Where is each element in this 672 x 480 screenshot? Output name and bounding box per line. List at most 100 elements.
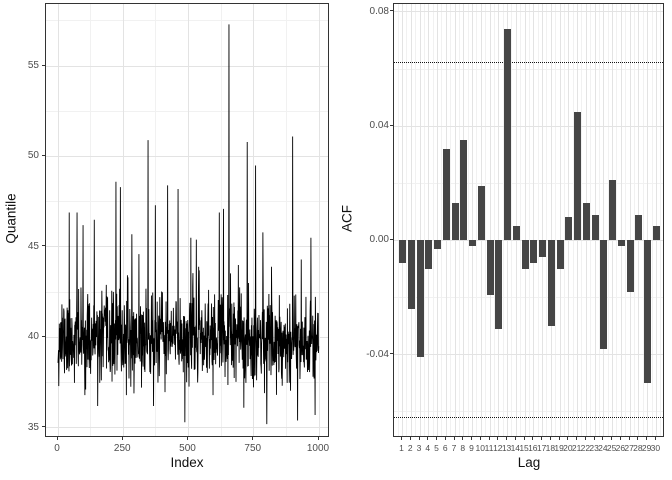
acf-bar <box>591 214 599 241</box>
acf-y-tick <box>390 238 393 240</box>
gridline-minor <box>546 4 548 436</box>
gridline-major <box>410 4 412 436</box>
gridline-major <box>253 4 255 436</box>
gridline-major <box>122 4 124 436</box>
gridline-minor <box>46 110 328 112</box>
gridline-major <box>498 4 500 436</box>
y-tick-label: 45 <box>27 240 39 252</box>
lag-tick <box>497 437 499 440</box>
lag-tick-label: 17 <box>536 443 547 453</box>
gridline-minor <box>285 4 287 436</box>
acf-bar <box>547 240 555 326</box>
gridline-minor <box>563 4 565 436</box>
acf-bar <box>565 217 573 241</box>
gridline-minor <box>406 4 408 436</box>
y-tick-label: 40 <box>27 331 39 343</box>
lag-tick <box>602 437 604 440</box>
lag-tick-label: 19 <box>554 443 564 453</box>
gridline-minor <box>220 4 222 436</box>
gridline-minor <box>155 4 157 436</box>
acf-y-tick-label: 0.04 <box>369 120 389 132</box>
lag-tick <box>506 437 508 440</box>
gridline-minor <box>476 4 478 436</box>
acf-bar <box>451 203 459 241</box>
gridline-major <box>629 4 631 436</box>
acf-bar <box>530 240 538 264</box>
gridline-minor <box>598 4 600 436</box>
lag-tick <box>654 437 656 440</box>
acf-bar <box>486 240 494 295</box>
lag-tick-label: 30 <box>650 443 661 453</box>
acf-bar <box>469 240 477 246</box>
x-tick <box>56 437 58 440</box>
lag-tick-label: 20 <box>563 443 573 453</box>
gridline-minor <box>520 4 522 436</box>
gridline-major <box>655 4 657 436</box>
lag-tick <box>611 437 613 440</box>
lag-tick <box>567 437 569 440</box>
gridline-minor <box>394 296 663 298</box>
confidence-band-line <box>394 62 663 64</box>
lag-tick-label: 4 <box>425 443 431 453</box>
gridline-minor <box>394 68 663 70</box>
lag-tick-label: 23 <box>589 443 599 453</box>
quantile-line-series <box>57 24 320 425</box>
gridline-minor <box>485 4 487 436</box>
lag-tick <box>619 437 621 440</box>
gridline-major <box>620 4 622 436</box>
lag-tick-label: 16 <box>528 443 538 453</box>
gridline-major <box>428 4 430 436</box>
gridline-minor <box>432 4 434 436</box>
gridline-minor <box>572 4 574 436</box>
gridline-major <box>437 4 439 436</box>
gridline-major <box>402 4 403 436</box>
lag-tick-label: 21 <box>571 443 582 453</box>
gridline-major <box>394 11 663 13</box>
lag-tick <box>541 437 543 440</box>
acf-y-tick-label: -0.04 <box>366 348 389 360</box>
x-tick-label: 250 <box>113 443 131 454</box>
x-tick-label: 0 <box>54 443 60 454</box>
lag-tick <box>532 437 534 440</box>
gridline-major <box>318 4 320 436</box>
lag-tick-label: 7 <box>451 443 457 453</box>
acf-bar <box>582 203 590 241</box>
gridline-major <box>647 4 649 436</box>
gridline-major <box>489 4 491 436</box>
x-axis-title-index: Index <box>170 455 204 470</box>
gridline-minor <box>581 4 583 436</box>
acf-bar-panel <box>393 3 664 437</box>
gridline-minor <box>46 291 328 293</box>
y-axis-title-quantile: Quantile <box>3 193 19 244</box>
gridline-minor <box>450 4 452 436</box>
gridline-major <box>188 4 189 436</box>
lag-tick <box>558 437 560 440</box>
acf-bar <box>425 240 433 269</box>
lag-tick-label: 18 <box>545 443 556 453</box>
lag-tick <box>514 437 516 440</box>
lag-tick <box>584 437 586 440</box>
gridline-major <box>550 4 552 436</box>
quantile-series-panel <box>45 3 329 437</box>
lag-tick <box>523 437 525 440</box>
acf-bar <box>574 111 582 241</box>
lag-tick <box>418 437 420 440</box>
acf-bar <box>539 240 547 258</box>
acf-bar <box>635 214 643 241</box>
gridline-major <box>515 4 517 436</box>
y-tick <box>42 64 45 66</box>
gridline-minor <box>616 4 618 436</box>
acf-y-tick <box>390 353 393 354</box>
lag-tick-label: 2 <box>407 443 413 453</box>
acf-bar <box>416 240 424 358</box>
acf-bar <box>652 226 660 241</box>
gridline-major <box>542 4 544 436</box>
lag-tick <box>549 437 551 440</box>
y-tick <box>42 426 45 428</box>
lag-tick <box>646 437 648 440</box>
gridline-minor <box>555 4 557 436</box>
gridline-minor <box>625 4 627 436</box>
gridline-minor <box>660 4 662 436</box>
acf-bar <box>600 240 608 349</box>
